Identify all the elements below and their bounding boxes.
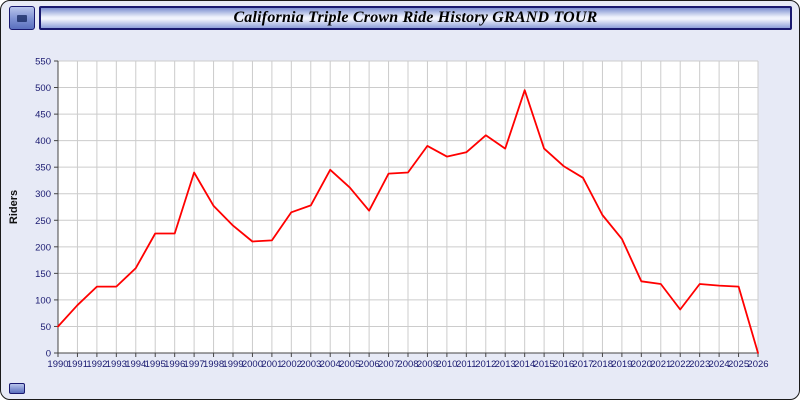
x-tick-label: 2026 [747, 359, 768, 370]
x-tick-label: 2003 [300, 359, 321, 370]
x-tick-label: 2020 [631, 359, 652, 370]
x-tick-label: 2014 [514, 359, 535, 370]
x-tick-label: 1998 [203, 359, 224, 370]
x-tick-label: 2023 [689, 359, 710, 370]
x-tick-label: 2009 [417, 359, 438, 370]
chart-title: California Triple Crown Ride History GRA… [233, 9, 598, 26]
title-bar: California Triple Crown Ride History GRA… [39, 6, 792, 30]
x-tick-label: 1997 [184, 359, 205, 370]
y-tick-label: 500 [35, 83, 51, 94]
x-tick-label: 1999 [222, 359, 243, 370]
x-tick-label: 2004 [320, 359, 341, 370]
x-tick-label: 2005 [339, 359, 360, 370]
x-tick-label: 2018 [592, 359, 613, 370]
y-tick-label: 100 [35, 295, 51, 306]
x-tick-label: 2010 [436, 359, 457, 370]
chart-area: 0 50 100 150 200 250 300 350 400 450 500 550 1990 199… [1, 37, 799, 399]
x-tick-label: 2017 [572, 359, 593, 370]
y-tick-label: 50 [40, 322, 51, 333]
x-tick-label: 2016 [553, 359, 574, 370]
header: California Triple Crown Ride History GRA… [9, 6, 792, 30]
x-tick-label: 2007 [378, 359, 399, 370]
y-tick-label: 200 [35, 242, 51, 253]
x-tick-label: 2008 [397, 359, 418, 370]
x-tick-label: 2021 [650, 359, 671, 370]
y-axis-title: Riders [8, 190, 20, 224]
y-tick-label: 350 [35, 163, 51, 174]
x-tick-label: 1990 [47, 359, 68, 370]
x-tick-label: 2019 [611, 359, 632, 370]
x-tick-label: 2002 [281, 359, 302, 370]
riders-line [57, 89, 759, 354]
x-tick-label: 1992 [86, 359, 107, 370]
y-tick-label: 150 [35, 269, 51, 280]
x-tick-label: 1996 [164, 359, 185, 370]
chart-svg: 0501001502002503003504004505005501990199… [8, 57, 769, 371]
y-tick-label: 450 [35, 110, 51, 121]
x-tick-label: 1994 [125, 359, 146, 370]
x-tick-label: 1995 [145, 359, 166, 370]
x-tick-label: 2013 [495, 359, 516, 370]
x-tick-label: 2022 [670, 359, 691, 370]
nav-button[interactable] [9, 6, 35, 30]
x-tick-label: 2015 [534, 359, 555, 370]
bottom-left-marker [9, 383, 25, 394]
x-tick-label: 1991 [67, 359, 88, 370]
x-tick-label: 2024 [709, 359, 730, 370]
x-tick-label: 2001 [261, 359, 282, 370]
x-tick-label: 2011 [456, 359, 476, 370]
y-tick-label: 0 [46, 349, 51, 360]
x-tick-label: 2006 [359, 359, 380, 370]
y-tick-label: 400 [35, 136, 51, 147]
x-tick-label: 2025 [728, 359, 749, 370]
x-tick-label: 2000 [242, 359, 263, 370]
x-tick-label: 1993 [106, 359, 127, 370]
nav-icon [17, 14, 27, 22]
y-tick-label: 300 [35, 189, 51, 200]
x-tick-label: 2012 [475, 359, 496, 370]
y-tick-label: 550 [35, 57, 51, 68]
y-tick-label: 250 [35, 216, 51, 227]
